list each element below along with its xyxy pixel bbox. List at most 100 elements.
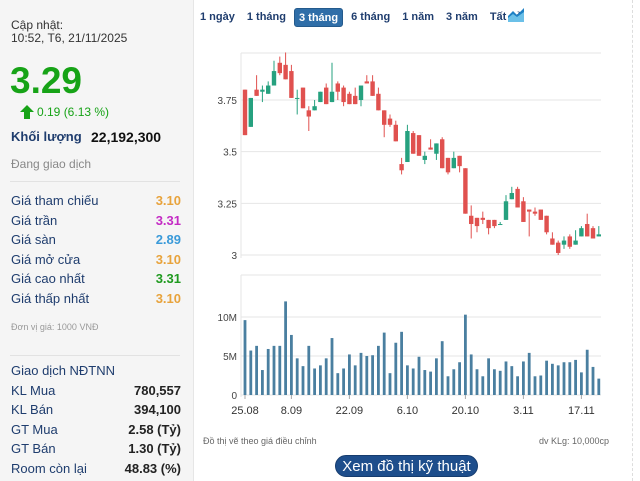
y-tick-label: 5M: [223, 352, 237, 363]
volume-bar: [324, 358, 328, 395]
price-label: Giá sàn: [11, 232, 56, 247]
candle-body: [266, 85, 271, 94]
update-info: Cập nhật: 10:52, T6, 21/11/2025: [11, 19, 127, 45]
price-value: 3.10: [155, 251, 181, 267]
price-value: 3.31: [155, 212, 181, 228]
volume-bar: [394, 342, 398, 395]
volume-bar: [504, 361, 508, 395]
technical-chart-button[interactable]: Xem đồ thị kỹ thuật: [335, 455, 478, 477]
x-tick-label: 3.11: [513, 405, 534, 417]
candle-body: [585, 224, 590, 237]
candle-body: [451, 157, 456, 169]
volume-bar: [533, 376, 537, 395]
candle-body: [515, 188, 520, 208]
price-change: 0.19 (6.13 %): [20, 105, 109, 119]
volume-bar: [284, 301, 287, 395]
volume-bar: [319, 365, 322, 395]
foreign-title: Giao dịch NĐTNN: [11, 363, 116, 378]
price-row: Giá tham chiếu 3.10: [11, 191, 181, 211]
volume-bar: [562, 362, 566, 395]
update-time: 10:52, T6, 21/11/2025: [11, 31, 128, 45]
candle-body: [347, 93, 352, 105]
candle-body: [561, 240, 567, 245]
x-tick-label: 20.10: [452, 405, 480, 417]
candle-body: [393, 124, 398, 142]
volume-row: Khối lượng 22,192,300: [11, 129, 186, 145]
foreign-row: KL Bán 394,100: [11, 400, 181, 420]
stock-chart: 3.75 3.5 3.25 3 10M 5M 0 25.08 8.09 22.09 6.10 20.1…: [218, 52, 601, 417]
volume-bar: [330, 338, 334, 395]
candle-body: [498, 224, 503, 226]
foreign-value: 780,557: [134, 382, 181, 398]
volume-bar: [342, 368, 345, 395]
candle-body: [376, 93, 381, 111]
volume-bar: [353, 365, 357, 395]
foreign-label: KL Bán: [11, 402, 54, 417]
y-tick-label: 10M: [218, 313, 237, 324]
candle-body: [538, 209, 543, 220]
x-tick-label: 8.09: [281, 405, 302, 417]
arrow-up-icon: [20, 105, 34, 119]
volume-bar: [522, 361, 525, 395]
tab-6-tháng[interactable]: 6 tháng: [351, 11, 391, 23]
foreign-label: KL Mua: [11, 382, 56, 398]
adjusted-price-note: Đồ thị vẽ theo giá điều chỉnh: [203, 436, 317, 446]
tab-1-ngày[interactable]: 1 ngày: [200, 11, 235, 23]
volume-bar: [266, 348, 270, 395]
candle-body: [382, 110, 387, 125]
period-tabs: 1 ngày 1 tháng 3 tháng 6 tháng 1 năm 3 năm Tất…: [196, 8, 530, 27]
candle-body: [242, 89, 248, 136]
volume-bar: [498, 370, 502, 395]
candle-body: [399, 164, 404, 171]
candle-body: [416, 135, 422, 156]
candle-body: [527, 209, 532, 212]
foreign-row: Room còn lại 48.83 (%): [11, 459, 181, 479]
volume-bar: [278, 345, 282, 395]
volume-bar: [591, 366, 595, 395]
candle-body: [411, 133, 416, 154]
y-tick-label: 3.25: [218, 199, 238, 210]
foreign-value: 1.30 (Tỷ): [128, 441, 181, 456]
candle-body: [590, 228, 596, 239]
volume-bar: [377, 345, 380, 395]
area-chart-icon[interactable]: [508, 8, 524, 22]
candle-body: [474, 217, 480, 227]
volume-bar: [568, 362, 572, 395]
volume-bar: [336, 373, 340, 395]
candle-body: [370, 81, 375, 96]
tab-3-năm[interactable]: 3 năm: [446, 11, 478, 23]
volume-bar: [539, 375, 543, 395]
y-tick-label: 3.75: [218, 96, 238, 107]
volume-bar: [452, 369, 456, 395]
y-tick-label: 3: [231, 251, 237, 262]
candle-body: [318, 91, 323, 103]
price-label: Giá thấp nhất: [11, 290, 90, 306]
volume-bar: [411, 368, 415, 395]
tab-1-năm[interactable]: 1 năm: [402, 11, 435, 23]
volume-bar: [597, 378, 601, 395]
volume-bar: [475, 369, 479, 395]
price-label: Giá tham chiếu: [11, 193, 99, 208]
candle-body: [556, 242, 561, 253]
current-price: 3.29: [10, 60, 83, 101]
tab-1-tháng[interactable]: 1 tháng: [246, 11, 286, 23]
candle-body: [358, 85, 364, 100]
candle-body: [579, 228, 584, 237]
divider: [10, 355, 180, 356]
price-value: 3.31: [155, 271, 181, 286]
volume-label: Khối lượng: [11, 129, 82, 144]
divider: [10, 181, 180, 182]
x-tick-label: 6.10: [397, 405, 418, 417]
panel-border: [632, 0, 633, 481]
candle-body: [306, 110, 311, 117]
volume-bar: [406, 365, 409, 395]
volume-bar: [249, 350, 253, 395]
volume-bar: [307, 345, 311, 395]
candle-body: [469, 215, 474, 225]
candle-body: [271, 71, 277, 86]
foreign-row: GT Mua 2.58 (Tỷ): [11, 420, 181, 440]
tab-3-tháng[interactable]: 3 tháng: [293, 8, 344, 27]
price-label: Giá trần: [11, 212, 58, 228]
volume-bar: [255, 345, 258, 395]
volume-bar: [429, 371, 432, 395]
